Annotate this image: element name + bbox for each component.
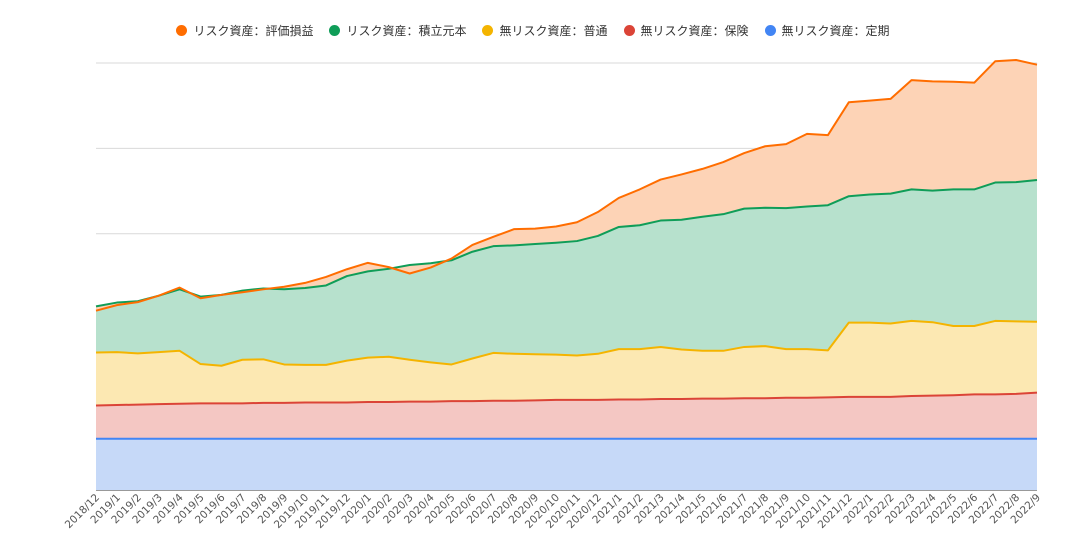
legend-swatch-risk-gain: [176, 25, 188, 36]
series-area-1: [96, 392, 1037, 439]
legend-swatch-riskfree-normal: [482, 25, 494, 36]
legend-swatch-riskfree-insurance: [623, 25, 635, 36]
legend-swatch-risk-principal: [329, 25, 341, 36]
series-line-1: [95, 391, 1038, 407]
legend-label-riskfree-fixed: 無リスク資産：定期: [781, 24, 890, 38]
legend-label-risk-principal: リスク資産：積立元本: [346, 24, 467, 38]
legend-label-riskfree-insurance: 無リスク資産：保険: [640, 24, 749, 38]
series-area-3: [96, 180, 1037, 366]
series-area-2: [96, 320, 1037, 406]
series-line-4: [95, 59, 1038, 312]
series-line-3: [95, 179, 1038, 308]
legend-item-risk-principal[interactable]: リスク資産：積立元本: [329, 22, 466, 39]
legend-item-riskfree-insurance[interactable]: 無リスク資産：保険: [623, 22, 749, 39]
legend-item-riskfree-normal[interactable]: 無リスク資産：普通: [482, 22, 608, 39]
series-line-2: [95, 319, 1038, 367]
legend-label-risk-gain: リスク資産：評価損益: [193, 24, 314, 38]
series-area-4: [96, 60, 1037, 311]
x-axis-ticks: 2018/122019/12019/22019/32019/42019/5201…: [63, 491, 1043, 531]
series-area-0: [96, 438, 1037, 490]
legend-item-risk-gain[interactable]: リスク資産：評価損益: [176, 22, 313, 39]
legend-item-riskfree-fixed[interactable]: 無リスク資産：定期: [764, 22, 890, 39]
legend-swatch-riskfree-fixed: [764, 25, 776, 36]
legend: リスク資産：評価損益 リスク資産：積立元本 無リスク資産：普通 無リスク資産：保…: [0, 22, 1066, 39]
legend-label-riskfree-normal: 無リスク資産：普通: [499, 24, 608, 38]
